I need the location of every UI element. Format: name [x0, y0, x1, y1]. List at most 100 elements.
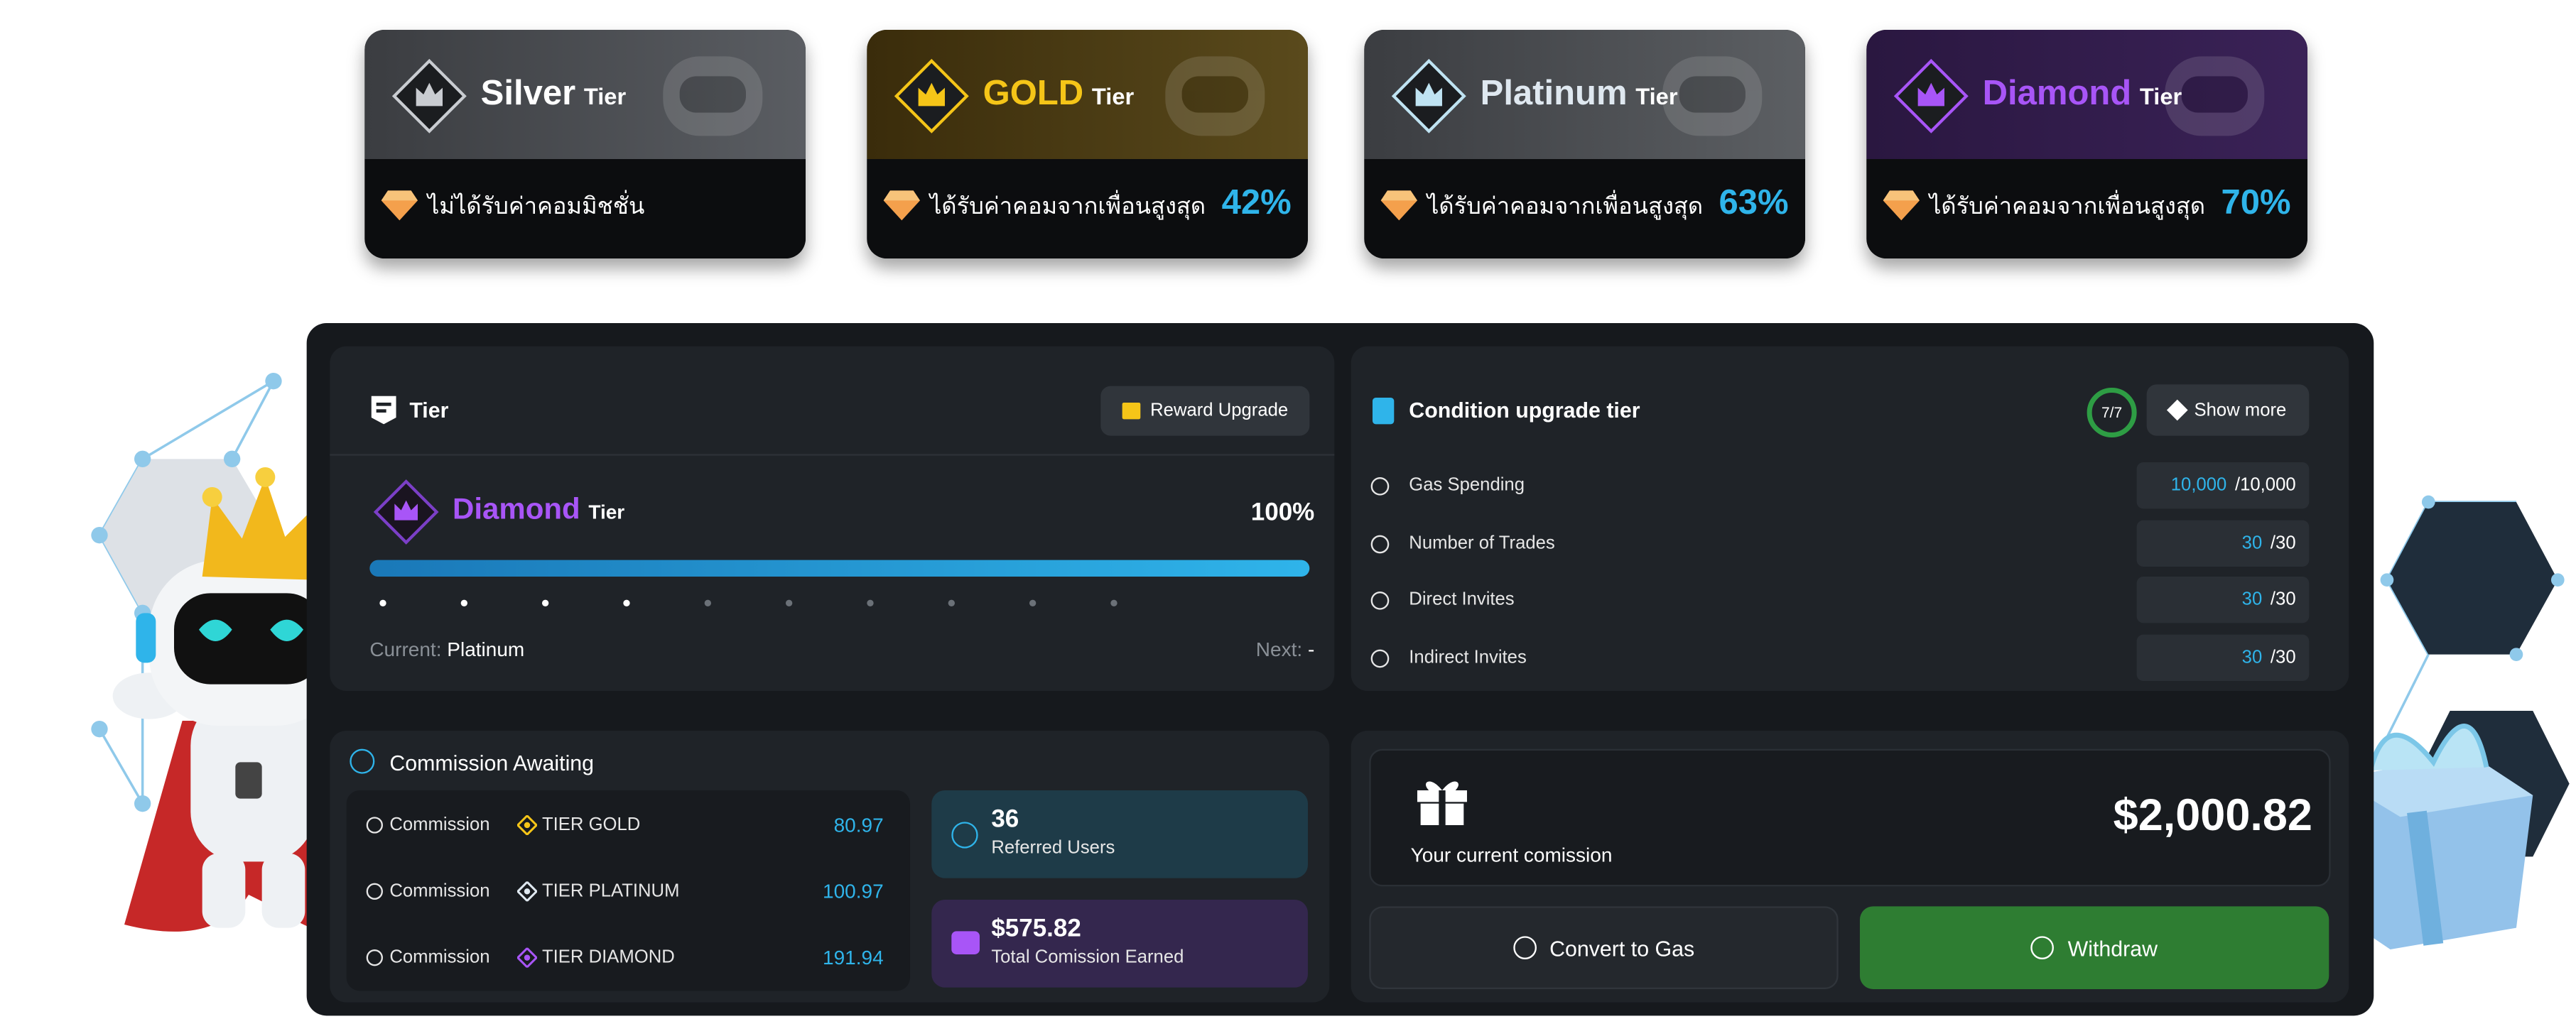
tier-card-name: Platinum — [1480, 74, 1628, 113]
convert-label: Convert to Gas — [1549, 935, 1695, 961]
robot-watermark-icon — [2165, 56, 2265, 136]
condition-current: 30 — [2241, 647, 2263, 667]
referral-icon — [951, 822, 978, 849]
tier-card-diamond: Diamond Tier ได้รับค่าคอมจากเพื่อนสูงสุด 70… — [1866, 29, 2307, 258]
commission-value: 191.94 — [823, 946, 884, 969]
condition-current: 30 — [2241, 533, 2263, 553]
commission-dashboard-panel: Tier Reward Upgrade Diamond Tier 100% Cur… — [306, 322, 2374, 1016]
robot-watermark-icon — [1165, 56, 1265, 136]
ticket-icon — [1122, 402, 1141, 420]
current-label: Current: — [369, 638, 442, 661]
progress-step-dot — [1029, 599, 1037, 606]
progress-step-dot — [1110, 599, 1117, 606]
tier-card-percent: 63% — [1719, 183, 1789, 222]
info-icon[interactable] — [1370, 534, 1390, 553]
condition-list: Gas Spending 10,000/10,000 Number of Trade… — [1351, 462, 2329, 681]
gem-icon — [1883, 190, 1920, 221]
show-more-button[interactable]: Show more — [2146, 384, 2310, 436]
reward-upgrade-label: Reward Upgrade — [1150, 400, 1289, 421]
current-value: Platinum — [447, 638, 525, 661]
commission-value: 80.97 — [833, 813, 884, 837]
progress-step-dot — [460, 599, 467, 606]
condition-row: Number of Trades 30/30 — [1351, 519, 2329, 570]
commission-label: Commission — [389, 947, 490, 968]
tier-card-name: Diamond — [1982, 74, 2132, 113]
condition-panel-title: Condition upgrade tier — [1409, 397, 1640, 423]
tier-card-gold: GOLD Tier ได้รับค่าคอมจากเพื่อนสูงสุด 42% — [867, 29, 1308, 258]
withdraw-button[interactable]: Withdraw — [1859, 906, 2329, 989]
layers-icon — [2166, 399, 2187, 421]
earned-amount: $575.82 — [991, 914, 1081, 943]
condition-label: Gas Spending — [1409, 475, 1525, 496]
current-tier-label: Current: Platinum — [369, 638, 524, 661]
current-commission-box: Your current comission $2,000.82 — [1369, 748, 2331, 887]
tier-card-title: Silver Tier — [481, 73, 627, 118]
crown-badge-icon — [1391, 58, 1466, 133]
tier-diamond-icon — [516, 881, 537, 902]
condition-row: Gas Spending 10,000/10,000 — [1351, 462, 2329, 512]
tier-diamond-icon — [516, 814, 537, 835]
commission-label: Commission — [389, 814, 490, 835]
progress-step-dot — [704, 599, 711, 606]
condition-current: 10,000 — [2170, 475, 2227, 496]
hand-coin-icon — [951, 931, 980, 954]
commission-row: Commission TIER DIAMOND 191.94 — [366, 939, 894, 979]
show-more-label: Show more — [2194, 400, 2287, 420]
current-tier-suffix: Tier — [588, 500, 625, 524]
commission-tier: TIER GOLD — [541, 814, 641, 835]
tier-panel-title: Tier — [409, 397, 449, 423]
convert-to-gas-button[interactable]: Convert to Gas — [1369, 906, 1839, 989]
info-icon[interactable] — [366, 817, 383, 834]
gem-icon — [883, 190, 920, 221]
condition-panel: Condition upgrade tier 7/7 Show more Gas… — [1351, 346, 2349, 691]
current-tier-name-text: Diamond — [452, 491, 580, 525]
tier-card-footer — [867, 158, 1308, 258]
tier-card-description: ได้รับค่าคอมจากเพื่อนสูงสุด — [929, 192, 1206, 219]
reward-upgrade-button[interactable]: Reward Upgrade — [1100, 386, 1310, 436]
tier-card-description: ไม่ได้รับค่าคอมมิชชั่น — [427, 192, 645, 219]
progress-step-dot — [379, 599, 386, 606]
commission-awaiting-panel: Commission Awaiting Commission TIER GOLD 8… — [330, 730, 1330, 1003]
tier-card-description: ได้รับค่าคอมจากเพื่อนสูงสุด — [1427, 192, 1704, 219]
tier-card-suffix: Tier — [2139, 82, 2182, 109]
condition-badge-text: 7/7 — [2101, 404, 2123, 421]
condition-target: /30 — [2270, 647, 2296, 667]
tier-panel: Tier Reward Upgrade Diamond Tier 100% Cur… — [330, 346, 1335, 691]
withdraw-label: Withdraw — [2067, 935, 2158, 961]
gem-icon — [1380, 190, 1417, 221]
tier-card-footer — [1866, 158, 2307, 258]
commission-label: Commission — [389, 881, 490, 902]
info-icon[interactable] — [1370, 476, 1390, 496]
progress-step-dot — [867, 599, 874, 606]
robot-watermark-icon — [663, 56, 763, 136]
tier-card-footer — [364, 158, 806, 258]
tier-card-silver: Silver Tier ไม่ได้รับค่าคอมมิชชั่น — [364, 29, 806, 258]
tier-card-suffix: Tier — [583, 82, 627, 109]
condition-target: /30 — [2270, 590, 2296, 611]
gift-icon — [1414, 775, 1470, 825]
crown-badge-icon — [894, 58, 969, 133]
condition-label: Number of Trades — [1409, 533, 1555, 553]
tier-diamond-icon — [516, 947, 537, 968]
referred-users-card: 36 Referred Users — [931, 790, 1308, 878]
tier-progress-track — [369, 560, 1310, 577]
tier-card-title: Diamond Tier — [1983, 73, 2182, 118]
info-icon[interactable] — [366, 949, 383, 966]
progress-step-dot — [541, 599, 549, 606]
condition-value: 30/30 — [2136, 577, 2310, 623]
diamond-tier-badge-icon — [373, 479, 439, 545]
next-label: Next: — [1255, 638, 1303, 661]
condition-row: Direct Invites 30/30 — [1351, 577, 2329, 626]
next-value: - — [1307, 638, 1315, 661]
commission-list: Commission TIER GOLD 80.97 Commission TIER P… — [346, 790, 910, 991]
tier-card-percent: 42% — [1221, 183, 1292, 222]
gift-box-illustration — [2334, 495, 2570, 949]
condition-value: 30/30 — [2136, 634, 2310, 681]
tier-card-footer — [1364, 158, 1805, 258]
info-icon[interactable] — [366, 883, 383, 900]
info-icon[interactable] — [1370, 592, 1390, 611]
withdraw-icon — [2031, 936, 2055, 959]
info-icon[interactable] — [1370, 649, 1390, 667]
condition-value: 10,000/10,000 — [2136, 462, 2310, 509]
